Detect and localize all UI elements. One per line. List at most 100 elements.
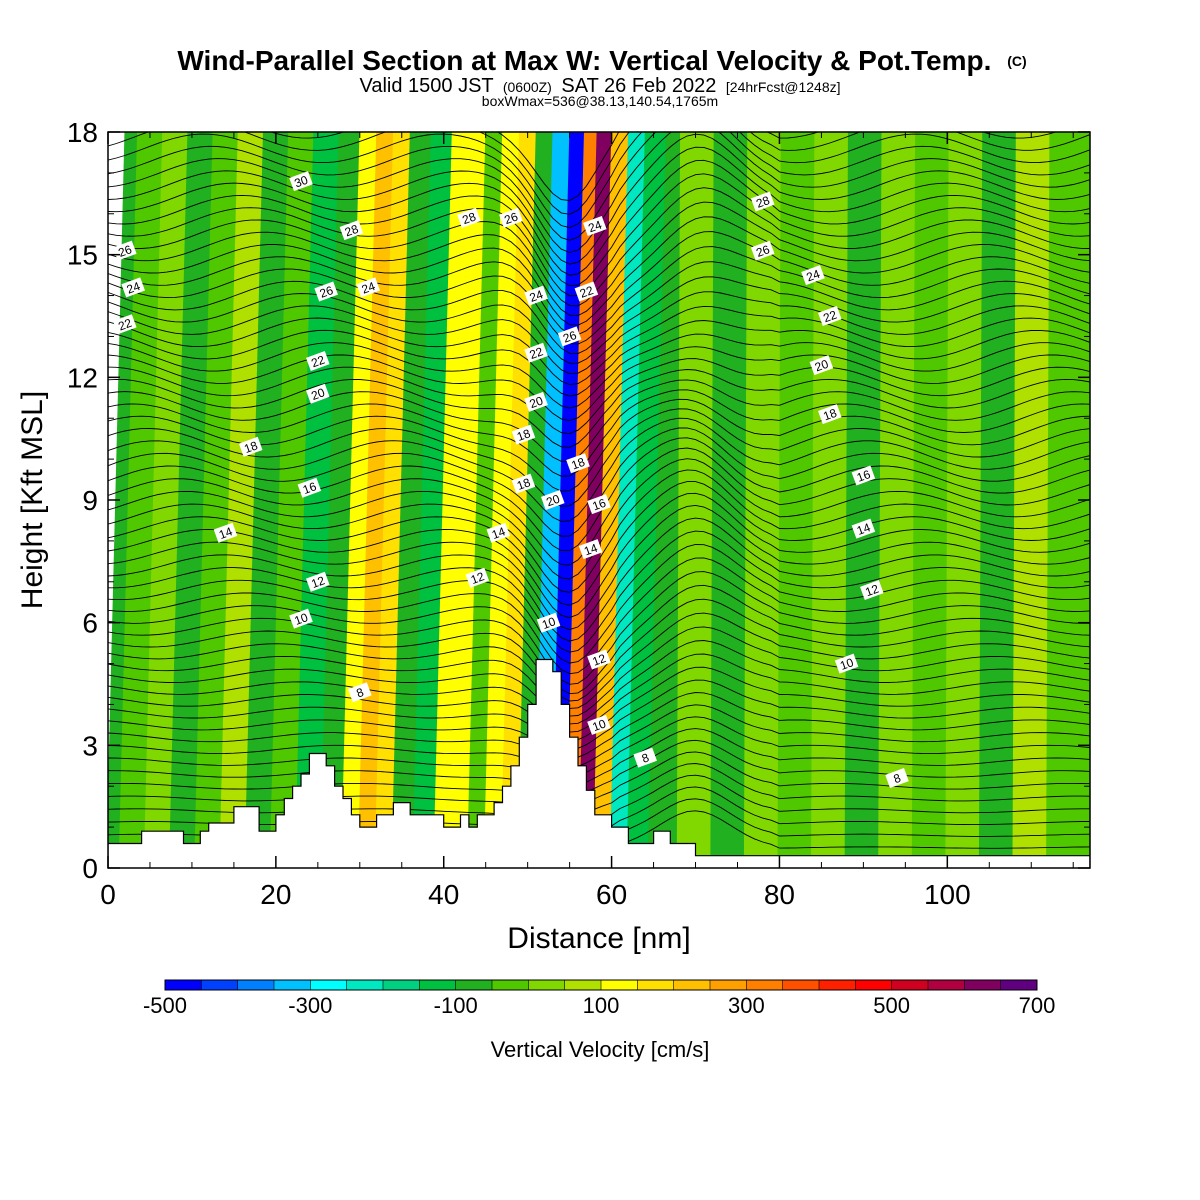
contour-label-text: 14 <box>217 524 235 542</box>
contour-label: 16 <box>851 465 876 486</box>
isentrope-line <box>108 291 1090 375</box>
velocity-band <box>609 132 649 868</box>
isentrope-line <box>108 246 1090 345</box>
contour-label: 18 <box>818 404 842 425</box>
contour-label: 26 <box>113 240 137 261</box>
contour-label: 22 <box>524 342 548 363</box>
velocity-band <box>844 132 886 868</box>
contour-label: 24 <box>356 277 380 298</box>
colorbar-swatch <box>601 980 638 990</box>
isentrope-line <box>108 276 1090 364</box>
x-tick-label: 80 <box>764 879 795 910</box>
velocity-band <box>374 132 414 868</box>
contour-label-text: 18 <box>570 455 588 473</box>
isentrope-line <box>108 469 1090 593</box>
contour-label-text: 10 <box>838 655 856 673</box>
isentrope-line <box>108 358 1090 435</box>
colorbar-swatch <box>819 980 856 990</box>
x-tick-label: 40 <box>428 879 459 910</box>
contour-label-text: 8 <box>892 771 903 787</box>
contour-label-text: 24 <box>125 279 143 297</box>
isentrope-line <box>108 584 1090 695</box>
velocity-band <box>500 132 540 868</box>
contour-label: 30 <box>289 171 313 192</box>
colorbar-swatch <box>492 980 529 990</box>
contour-label: 14 <box>578 539 603 560</box>
contour-label-text: 20 <box>528 393 546 411</box>
contour-label: 10 <box>834 653 859 674</box>
contour-label-text: 26 <box>561 328 579 346</box>
contour-label: 8 <box>348 682 372 703</box>
contour-label: 8 <box>885 768 909 788</box>
colorbar-label: -300 <box>288 993 332 1018</box>
contour-label: 24 <box>121 277 145 298</box>
isentrope-line <box>108 692 1090 759</box>
contour-label: 24 <box>583 216 607 236</box>
velocity-band <box>168 132 217 868</box>
velocity-band <box>710 132 752 868</box>
contour-label-text: 24 <box>805 267 823 285</box>
contour-label-text: 10 <box>540 614 558 632</box>
colorbar-swatch <box>201 980 239 990</box>
velocity-band <box>626 132 670 868</box>
isentrope-line <box>108 640 1090 725</box>
velocity-band <box>269 132 318 868</box>
velocity-band <box>466 132 507 868</box>
isentrope-line <box>108 231 1090 336</box>
contour-label: 24 <box>801 265 825 286</box>
isentrope-line <box>108 132 1090 229</box>
subtitle-date: SAT 26 Feb 2022 <box>561 75 716 97</box>
contour-label-text: 24 <box>360 279 378 297</box>
contour-label-text: 12 <box>469 569 487 587</box>
isentrope-line <box>108 481 1090 606</box>
colorbar-label: 500 <box>873 993 910 1018</box>
colorbar-label: 700 <box>1019 993 1056 1018</box>
velocity-band <box>219 132 267 868</box>
contour-label-text: 22 <box>528 344 546 362</box>
isentrope-line <box>108 333 1090 409</box>
colorbar-swatch <box>637 980 675 990</box>
velocity-band <box>878 132 920 868</box>
contour-label: 28 <box>750 191 775 212</box>
contour-label-text: 8 <box>354 685 365 701</box>
contour-label: 22 <box>574 281 599 302</box>
isentrope-line <box>108 146 1090 276</box>
contour-label-text: 12 <box>309 573 327 591</box>
contour-label: 26 <box>499 207 523 228</box>
chart-subtitle-box: boxWmax=536@38.13,140.54,1765m <box>482 93 718 109</box>
plot-area: 30 28 26 24 22 26 24 22 20 18 16 14 12 10 8 28 26 24 24 22 2… <box>108 132 1090 868</box>
isentrope-line <box>108 389 1090 477</box>
velocity-band <box>592 132 633 868</box>
isentrope-line <box>108 132 1090 241</box>
terrain <box>108 658 1090 868</box>
contour-label-text: 18 <box>821 406 839 424</box>
isentrope-line <box>108 379 1090 462</box>
contour-label: 24 <box>524 285 548 306</box>
colorbar-swatch <box>673 980 711 990</box>
contour-label-text: 16 <box>301 479 319 497</box>
colorbar-swatch <box>346 980 384 990</box>
contour-label: 20 <box>541 490 565 510</box>
contour-label-text: 28 <box>754 193 772 211</box>
contour-label: 12 <box>306 571 330 592</box>
velocity-band <box>194 132 242 868</box>
contour-label: 12 <box>587 649 611 670</box>
contour-label-text: 22 <box>116 316 134 334</box>
contour-label: 14 <box>851 518 876 539</box>
velocity-band <box>143 132 192 868</box>
colorbar-swatch <box>855 980 893 990</box>
contour-label: 18 <box>511 473 536 494</box>
contour-label-text: 12 <box>863 581 881 599</box>
y-tick-label: 0 <box>82 853 98 884</box>
y-tick-label: 12 <box>67 362 98 393</box>
isentrope-line <box>108 187 1090 307</box>
contour-label-text: 30 <box>293 173 311 191</box>
contour-label: 20 <box>306 383 330 404</box>
contour-label-text: 14 <box>855 520 873 538</box>
isentrope-line <box>108 598 1090 702</box>
contour-label-text: 24 <box>586 217 604 235</box>
contour-label: 8 <box>633 747 657 768</box>
isentrope-line <box>108 320 1090 397</box>
contour-label: 20 <box>524 391 548 412</box>
isentrope-line <box>108 173 1090 297</box>
